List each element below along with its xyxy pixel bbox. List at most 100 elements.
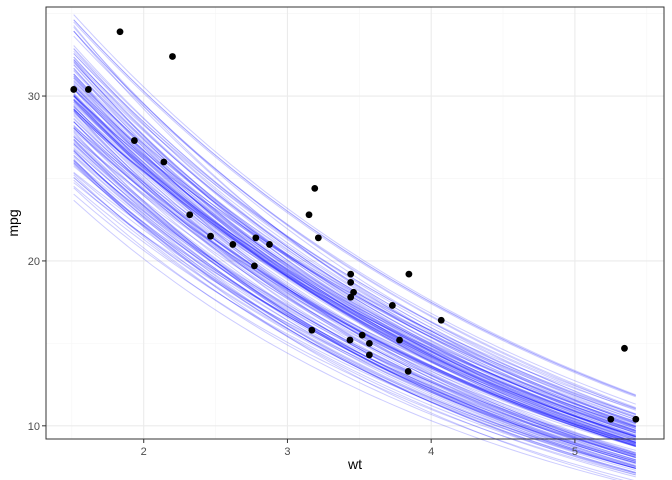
fitted-curve bbox=[73, 85, 636, 421]
fitted-curve bbox=[73, 106, 636, 428]
fitted-curve bbox=[73, 30, 636, 410]
fitted-curve bbox=[73, 105, 636, 447]
data-point bbox=[632, 415, 640, 423]
fitted-curve bbox=[73, 30, 636, 424]
fitted-curve bbox=[73, 121, 636, 444]
fitted-curve bbox=[73, 77, 636, 447]
fitted-curve bbox=[73, 70, 636, 427]
fitted-curve bbox=[73, 92, 636, 444]
fitted-curve bbox=[73, 84, 636, 429]
fitted-curve bbox=[73, 143, 636, 463]
fitted-curve bbox=[73, 160, 636, 458]
fitted-curve bbox=[73, 103, 636, 431]
x-tick-label: 3 bbox=[284, 446, 290, 458]
fitted-curve bbox=[73, 88, 636, 436]
fitted-curve bbox=[73, 62, 636, 419]
fitted-curve bbox=[73, 107, 636, 456]
fitted-curve bbox=[73, 104, 636, 454]
fitted-curve bbox=[73, 162, 636, 473]
fitted-curve bbox=[73, 118, 636, 445]
data-point bbox=[169, 53, 176, 60]
data-point bbox=[314, 234, 322, 242]
data-point bbox=[116, 28, 124, 36]
fitted-curve bbox=[73, 30, 636, 409]
fitted-curve bbox=[73, 160, 636, 474]
fitted-curve bbox=[73, 161, 636, 469]
fitted-curve bbox=[73, 117, 636, 447]
data-point bbox=[358, 331, 366, 339]
fitted-curve bbox=[73, 110, 636, 459]
fitted-curve bbox=[73, 174, 636, 478]
fitted-curve bbox=[73, 88, 636, 459]
data-point bbox=[388, 302, 396, 309]
fitted-curve bbox=[73, 21, 636, 398]
fitted-curve bbox=[73, 176, 636, 469]
fitted-curve bbox=[73, 73, 636, 426]
fitted-curve bbox=[73, 14, 636, 396]
fitted-curve bbox=[73, 144, 636, 469]
fitted-curve bbox=[73, 132, 636, 468]
x-tick-label: 4 bbox=[428, 446, 434, 458]
fitted-curve bbox=[73, 64, 636, 436]
fitted-curve bbox=[73, 162, 636, 464]
x-axis-title: wt bbox=[347, 456, 362, 472]
fitted-curve bbox=[73, 135, 636, 445]
fitted-curve bbox=[73, 95, 636, 438]
fitted-curve bbox=[73, 109, 636, 461]
fitted-curve bbox=[73, 139, 636, 464]
fitted-curve bbox=[73, 127, 636, 444]
fitted-curve bbox=[73, 98, 636, 437]
fitted-curve bbox=[73, 61, 636, 432]
data-point bbox=[207, 232, 214, 240]
fitted-curve bbox=[73, 185, 636, 469]
data-point bbox=[160, 158, 168, 166]
fitted-curve bbox=[73, 138, 636, 458]
data-point bbox=[621, 344, 628, 352]
fitted-curve bbox=[73, 19, 636, 397]
fitted-curve bbox=[73, 136, 636, 465]
fitted-curve bbox=[73, 88, 636, 430]
fitted-curve bbox=[73, 115, 636, 458]
y-tick-label: 10 bbox=[28, 421, 40, 433]
fitted-curve bbox=[73, 142, 636, 456]
fitted-curve bbox=[73, 140, 636, 466]
fitted-curve bbox=[73, 101, 636, 432]
fitted-curve bbox=[73, 156, 636, 461]
data-point bbox=[347, 278, 355, 286]
data-point bbox=[347, 270, 355, 278]
data-point bbox=[252, 234, 260, 242]
fitted-curve bbox=[73, 150, 636, 464]
fitted-curve bbox=[73, 100, 636, 447]
fitted-curve bbox=[73, 124, 636, 456]
fitted-curve bbox=[73, 155, 636, 462]
fitted-curve bbox=[73, 100, 636, 438]
data-points bbox=[70, 28, 640, 423]
fitted-curve bbox=[73, 172, 636, 462]
fitted-curve bbox=[73, 106, 636, 437]
fitted-curve bbox=[73, 25, 636, 427]
fitted-curve bbox=[73, 109, 636, 432]
fitted-curve bbox=[73, 99, 636, 443]
fitted-curve bbox=[73, 35, 636, 405]
fitted-curve bbox=[73, 26, 636, 416]
fitted-curve bbox=[73, 149, 636, 476]
fitted-curve bbox=[73, 165, 636, 457]
fitted-curve bbox=[73, 98, 636, 441]
data-point bbox=[186, 211, 194, 219]
axis-ticks: 2 3 4 5 10 20 30 bbox=[28, 91, 578, 458]
fitted-curve bbox=[73, 109, 636, 448]
fitted-curve bbox=[73, 134, 636, 444]
fitted-curve bbox=[73, 158, 624, 480]
data-point bbox=[308, 326, 316, 334]
fitted-curve bbox=[73, 127, 636, 463]
y-tick-label: 30 bbox=[28, 91, 40, 103]
x-tick-label: 5 bbox=[572, 446, 578, 458]
fitted-curve bbox=[73, 111, 636, 428]
fitted-curve bbox=[73, 179, 636, 474]
data-point bbox=[607, 415, 615, 423]
fitted-curve bbox=[73, 93, 636, 434]
fitted-curve bbox=[73, 125, 636, 440]
fitted-curve bbox=[73, 88, 636, 433]
grid bbox=[46, 7, 664, 439]
